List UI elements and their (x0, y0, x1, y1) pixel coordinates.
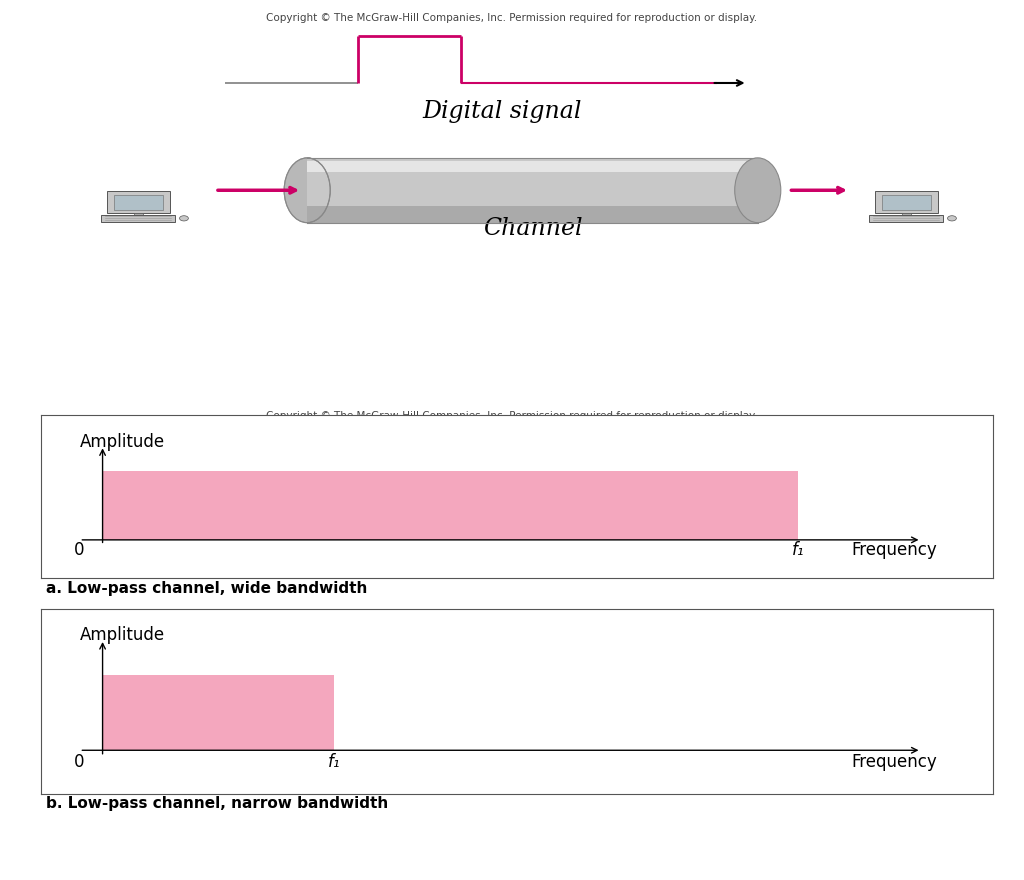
Text: a. Low-pass channel, wide bandwidth: a. Low-pass channel, wide bandwidth (46, 581, 367, 596)
Bar (101, 215, 175, 222)
Ellipse shape (735, 158, 781, 223)
Text: Amplitude: Amplitude (80, 433, 165, 451)
Bar (102, 676, 334, 751)
Ellipse shape (179, 216, 188, 221)
Bar (902, 212, 910, 215)
Text: Amplitude: Amplitude (80, 626, 165, 644)
Text: Channel: Channel (482, 217, 583, 240)
Bar (106, 191, 170, 213)
Bar (307, 207, 758, 223)
Bar (307, 161, 758, 172)
Bar (102, 471, 798, 539)
Text: f₁: f₁ (328, 753, 341, 771)
Text: f₁: f₁ (792, 541, 804, 559)
Text: Digital signal: Digital signal (422, 99, 582, 123)
Text: Frequency: Frequency (851, 753, 937, 771)
Bar (114, 194, 163, 210)
Text: b. Low-pass channel, narrow bandwidth: b. Low-pass channel, narrow bandwidth (46, 796, 388, 811)
Bar (307, 158, 758, 223)
Text: 0: 0 (74, 541, 85, 559)
Text: Copyright © The McGraw-Hill Companies, Inc. Permission required for reproduction: Copyright © The McGraw-Hill Companies, I… (266, 13, 758, 23)
Bar (874, 191, 938, 213)
Ellipse shape (285, 158, 331, 223)
Text: Copyright © The McGraw-Hill Companies, Inc. Permission required for reproduction: Copyright © The McGraw-Hill Companies, I… (266, 411, 758, 421)
Bar (869, 215, 943, 222)
Ellipse shape (947, 216, 956, 221)
Text: Frequency: Frequency (851, 541, 937, 559)
Text: 0: 0 (74, 753, 85, 771)
Bar (134, 212, 142, 215)
Bar (882, 194, 931, 210)
